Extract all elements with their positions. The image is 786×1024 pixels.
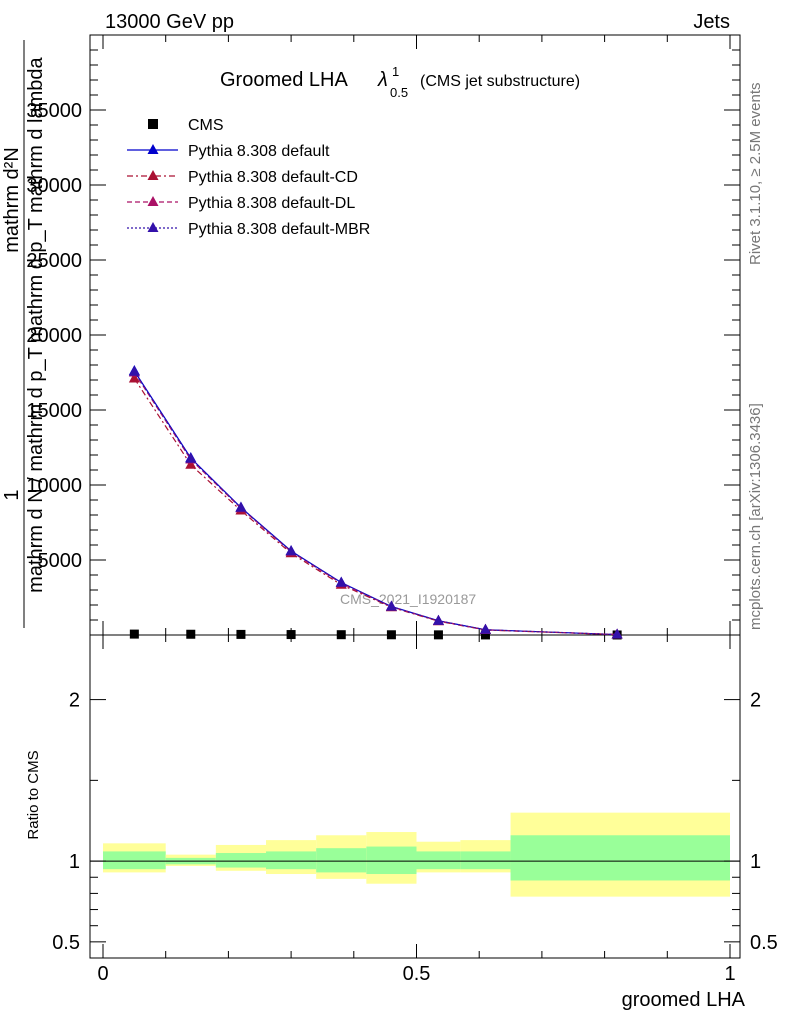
ratio-band-inner	[460, 851, 511, 870]
ratio-band-inner	[266, 851, 317, 870]
analysis-watermark: CMS_2021_I1920187	[340, 591, 476, 607]
ratio-y-axis-label: Ratio to CMS	[25, 750, 42, 839]
ratio-band-inner	[215, 853, 267, 868]
lambda-symbol: λ	[377, 69, 388, 91]
cms-data-point	[480, 630, 490, 640]
ratio-y-tick-label-right: 0.5	[750, 932, 778, 954]
ylabel-outer-top: 1	[1, 489, 23, 500]
cms-data-point	[236, 629, 246, 639]
legend-marker-triangle	[147, 196, 159, 206]
ratio-band-inner	[316, 848, 367, 873]
mc-marker-4	[128, 365, 140, 376]
y-tick-label: 30000	[26, 175, 82, 197]
ratio-y-tick-label-right: 2	[750, 690, 761, 712]
legend-entry-label: Pythia 8.308 default	[188, 143, 330, 160]
category-label: Jets	[693, 11, 730, 33]
x-tick-label: 1	[724, 963, 735, 985]
mc-marker-4	[432, 614, 444, 625]
legend-entry-label: CMS	[188, 117, 224, 134]
y-tick-label: 20000	[26, 325, 82, 347]
ylabel-inner-top: mathrm d²N	[1, 147, 23, 253]
chart-title: Groomed LHA λ 1 0.5 (CMS jet substructur…	[220, 64, 580, 100]
cms-data-point	[286, 630, 296, 640]
legend-entry-label: Pythia 8.308 default-DL	[188, 195, 355, 212]
series-line-4	[133, 371, 618, 636]
y-tick-label: 15000	[26, 400, 82, 422]
legend-marker-triangle	[147, 144, 159, 154]
title-lambda-super: 1	[392, 64, 399, 79]
mc-marker-2	[128, 372, 140, 383]
ratio-y-tick-label-right: 1	[750, 851, 761, 873]
legend-entry-label: Pythia 8.308 default-MBR	[188, 221, 370, 238]
ratio-band-inner	[416, 851, 461, 870]
legend-marker-square	[148, 119, 158, 129]
y-tick-label: 10000	[26, 475, 82, 497]
mc-marker-4	[385, 600, 397, 611]
cms-data-point	[186, 629, 196, 639]
title-lambda-sub: 0.5	[390, 85, 408, 100]
legend: CMS Pythia 8.308 default Pythia 8.308 defa…	[127, 117, 370, 238]
cms-data-point	[433, 630, 443, 640]
data-series	[128, 365, 623, 640]
mc-marker-4	[479, 623, 491, 634]
ylabel-outer-bottom: mathrm d N / mathrm d p_T	[25, 347, 47, 593]
mcplots-label: mcplots.cern.ch [arXiv:1306.3436]	[747, 403, 764, 630]
energy-label: 13000 GeV pp	[105, 11, 234, 33]
legend-marker-triangle	[147, 222, 159, 232]
mc-marker-4	[285, 545, 297, 556]
axis-ticks: 0 0.5 150001000015000200002500030000350000…	[26, 35, 778, 985]
x-axis-label: groomed LHA	[622, 989, 746, 1011]
ratio-y-tick-label-left: 0.5	[52, 932, 80, 954]
cms-data-point	[386, 630, 396, 640]
ratio-y-tick-label-left: 2	[69, 690, 80, 712]
main-y-axis-label: 1 mathrm d N / mathrm d p_T mathrm d²N m…	[1, 40, 47, 628]
legend-entry-label: Pythia 8.308 default-CD	[188, 169, 358, 186]
cms-data-point	[336, 630, 346, 640]
ratio-band-inner	[510, 835, 730, 881]
y-tick-label: 5000	[38, 550, 83, 572]
title-paren: (CMS jet substructure)	[420, 73, 580, 90]
ratio-plot-frame	[89, 634, 741, 959]
mc-marker-4	[185, 452, 197, 463]
ratio-band-inner	[103, 851, 166, 870]
mc-marker-2	[185, 458, 197, 469]
rivet-label: Rivet 3.1.10, ≥ 2.5M events	[747, 83, 764, 266]
x-tick-label: 0	[97, 963, 108, 985]
ratio-uncertainty-bands	[103, 812, 730, 897]
y-tick-label: 25000	[26, 250, 82, 272]
title-main: Groomed LHA	[220, 69, 348, 91]
mc-marker-4	[335, 576, 347, 587]
legend-marker-triangle	[147, 170, 159, 180]
ylabel-inner-bottom: mathrm d p_T mathrm d lambda	[25, 56, 47, 342]
ratio-band-inner	[366, 846, 417, 875]
y-tick-label: 35000	[26, 100, 82, 122]
ratio-y-tick-label-left: 1	[69, 851, 80, 873]
mc-marker-4	[611, 628, 623, 639]
x-tick-label: 0.5	[403, 963, 431, 985]
mc-marker-4	[235, 501, 247, 512]
cms-data-point	[129, 629, 139, 639]
